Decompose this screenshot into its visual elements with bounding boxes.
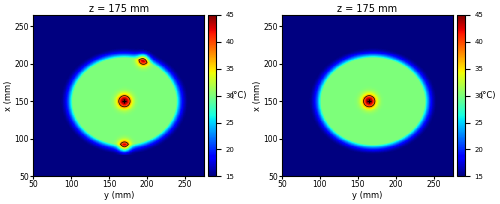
Y-axis label: x (mm): x (mm): [253, 80, 262, 111]
Y-axis label: x (mm): x (mm): [4, 80, 13, 111]
Title: z = 175 mm: z = 175 mm: [338, 4, 398, 14]
X-axis label: y (mm): y (mm): [104, 191, 134, 200]
X-axis label: y (mm): y (mm): [352, 191, 382, 200]
Y-axis label: (°C): (°C): [479, 91, 496, 100]
Title: z = 175 mm: z = 175 mm: [88, 4, 149, 14]
Y-axis label: (°C): (°C): [230, 91, 247, 100]
